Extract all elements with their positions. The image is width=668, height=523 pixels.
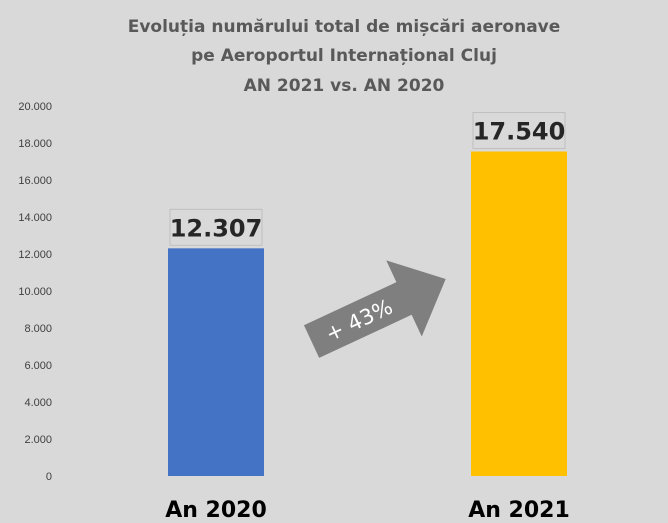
y-tick-label: 16.000 (18, 175, 52, 187)
data-label-box (472, 112, 566, 150)
y-tick-label: 20.000 (18, 101, 52, 113)
y-tick-label: 4.000 (24, 397, 52, 409)
y-tick-label: 18.000 (18, 138, 52, 150)
chart-title-line-3: AN 2021 vs. AN 2020 (244, 76, 445, 96)
y-axis: 0 2.000 4.000 6.000 8.000 10.000 12.000 14.000 1… (18, 101, 52, 483)
category-label: An 2020 (165, 498, 267, 523)
bar-an-2020 (168, 248, 264, 476)
y-tick-label: 0 (46, 471, 52, 483)
chart-title-line-2: pe Aeroportul Internațional Cluj (191, 46, 497, 66)
category-labels: An 2020 An 2021 (165, 498, 570, 523)
bar-an-2021 (471, 151, 567, 476)
data-label: 17.540 (473, 118, 566, 146)
y-tick-label: 8.000 (24, 323, 52, 335)
y-tick-label: 12.000 (18, 249, 52, 261)
data-label-box (169, 208, 263, 246)
data-label: 12.307 (170, 214, 263, 242)
chart-title-line-1: Evoluția numărului total de mișcări aero… (128, 17, 561, 37)
y-tick-label: 10.000 (18, 286, 52, 298)
bars: 12.307 17.540 (168, 112, 567, 476)
category-label: An 2021 (468, 498, 570, 523)
y-tick-label: 14.000 (18, 212, 52, 224)
arrow-right-icon (303, 260, 446, 358)
y-tick-label: 2.000 (24, 434, 52, 446)
y-tick-label: 6.000 (24, 360, 52, 372)
